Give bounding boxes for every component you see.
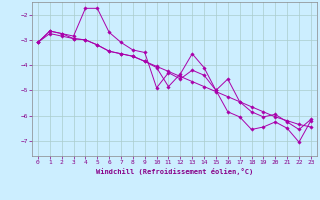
X-axis label: Windchill (Refroidissement éolien,°C): Windchill (Refroidissement éolien,°C)	[96, 168, 253, 175]
